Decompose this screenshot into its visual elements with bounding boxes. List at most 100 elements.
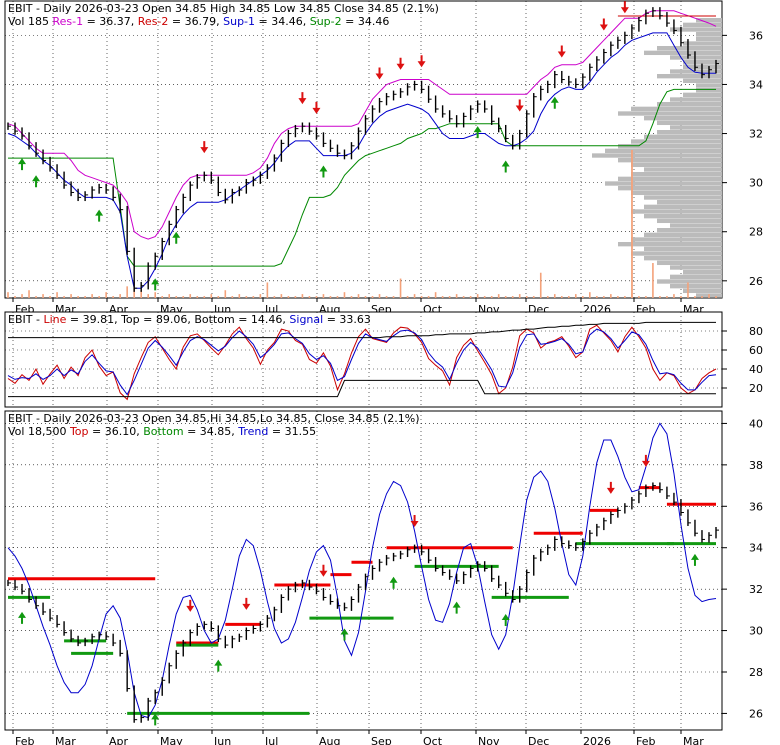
volume-bar-69 [490, 296, 493, 298]
volume-bar-4 [35, 296, 37, 298]
x-tick-label-4: Jun [213, 735, 231, 745]
volume-bar-21 [154, 292, 157, 298]
price-histogram-bar-37 [631, 190, 722, 196]
header-part-8: = 34.46 [342, 15, 390, 28]
price-histogram-bar-25 [644, 134, 722, 140]
trend-line [7, 422, 717, 719]
buy-arrow-4 [172, 231, 181, 244]
volume-bar-20 [147, 294, 149, 298]
price-histogram-bar-2 [670, 27, 722, 32]
header-part-4: = 36.79, [168, 15, 223, 28]
price-lines [7, 7, 719, 292]
header-part-6: = 34.46, [255, 15, 310, 28]
volume-bar-49 [350, 296, 353, 298]
header-part-3: = 39.81, [66, 313, 121, 326]
volume-bar-86 [610, 294, 612, 298]
price-histogram-bar-19 [631, 106, 722, 112]
price-histogram-bar-48 [618, 242, 722, 247]
volume-bar-99 [701, 296, 703, 298]
price-histogram-bar-46 [644, 232, 722, 238]
header-part-3: Bottom [143, 425, 183, 438]
price-histogram-bar-54 [683, 270, 722, 275]
x-tick-label-9: Nov [478, 735, 500, 745]
volume-bar-42 [301, 294, 304, 298]
y-tick-label-2: 30 [749, 625, 763, 638]
trend-buy-arrow-1 [151, 713, 160, 726]
price-histogram-bar-24 [657, 130, 722, 135]
volume-bar-101 [715, 296, 717, 298]
price-histogram-bar-16 [683, 92, 722, 98]
volume-bar-66 [469, 296, 472, 298]
header-part-6: Bottom [194, 313, 234, 326]
buy-arrow-7 [501, 160, 510, 173]
stoch-bottom [8, 379, 716, 398]
volume-bar-37 [266, 282, 269, 298]
volume-bar-100 [708, 294, 710, 298]
price-histogram-bar-50 [631, 251, 722, 256]
volume-bar-53 [378, 294, 381, 298]
trend-header-symbol: EBIT [8, 412, 33, 425]
price-histogram-bar-33 [631, 172, 722, 177]
trend-panel-frame [4, 410, 723, 731]
volume-bar-60 [427, 296, 430, 298]
volume-bar-95 [673, 294, 675, 298]
price-histogram-bar-3 [696, 32, 722, 37]
sell-arrow-9 [620, 1, 629, 14]
volume-bar-45 [322, 294, 325, 298]
sell-arrow-7 [557, 45, 566, 58]
sell-arrow-0 [200, 141, 209, 154]
trend-x-ticks: Feb Mar Apr May Jun Jul Aug Sep Oct Nov Dec 2026 Feb… [12, 730, 704, 745]
header-part-0: EBIT [8, 313, 33, 326]
volume-bar-87 [617, 296, 619, 298]
price-header-info: - Daily 2026-03-23 Open 34.85 High 34.85… [32, 2, 438, 15]
header-part-2: Line [43, 313, 66, 326]
volume-bar-57 [406, 296, 409, 298]
volume-bar-70 [497, 294, 500, 298]
price-histogram-bar-17 [670, 97, 722, 102]
volume-bar-73 [518, 294, 521, 298]
volume-bar-30 [217, 296, 220, 298]
volume-bars [7, 150, 717, 298]
price-histogram-bar-34 [618, 176, 722, 182]
volume-bar-40 [287, 296, 290, 298]
buy-arrow-1 [32, 175, 41, 188]
price-histogram-bar-28 [605, 148, 722, 154]
header-part-5: Trend [237, 425, 268, 438]
volume-bar-94 [666, 296, 668, 298]
volume-bar-83 [589, 292, 591, 298]
trend-buy-arrow-5 [452, 601, 461, 614]
header-part-0: Vol 18,500 [8, 425, 70, 438]
volume-bar-5 [42, 294, 44, 298]
stoch-signal [7, 328, 717, 396]
price-histogram-bar-39 [657, 200, 722, 205]
price-histogram-bar-4 [696, 36, 722, 42]
volume-bar-6 [49, 296, 51, 298]
header-part-8: Signal [289, 313, 323, 326]
volume-bar-38 [273, 296, 276, 298]
header-part-6: = 31.55 [268, 425, 316, 438]
sell-arrow-3 [375, 67, 384, 80]
volume-bar-0 [7, 292, 9, 298]
volume-bar-2 [21, 294, 23, 298]
volume-bar-1 [14, 296, 16, 298]
trend-levels [8, 486, 716, 715]
y-tick-label-1: 28 [749, 666, 763, 679]
volume-bar-71 [504, 296, 507, 298]
volume-bar-23 [168, 294, 171, 298]
x-tick-label-5: Jul [264, 735, 278, 745]
sell-arrow-6 [515, 99, 524, 112]
header-part-5: Sup-1 [223, 15, 255, 28]
price-histogram-bar-27 [618, 144, 722, 149]
volume-bar-19 [140, 290, 142, 298]
price-histogram-bar-38 [644, 195, 722, 200]
volume-bar-44 [315, 296, 318, 298]
volume-bar-15 [112, 296, 114, 298]
price-y-ticks: 26 28 30 32 34 36 [722, 29, 763, 288]
volume-bar-93 [659, 296, 661, 298]
volume-bar-28 [203, 296, 206, 298]
sell-arrow-8 [599, 18, 608, 31]
line-sup1 [7, 32, 716, 289]
y-tick-label-5: 36 [749, 29, 763, 42]
volume-bar-14 [105, 292, 107, 298]
price-histogram-bar-45 [657, 228, 722, 233]
